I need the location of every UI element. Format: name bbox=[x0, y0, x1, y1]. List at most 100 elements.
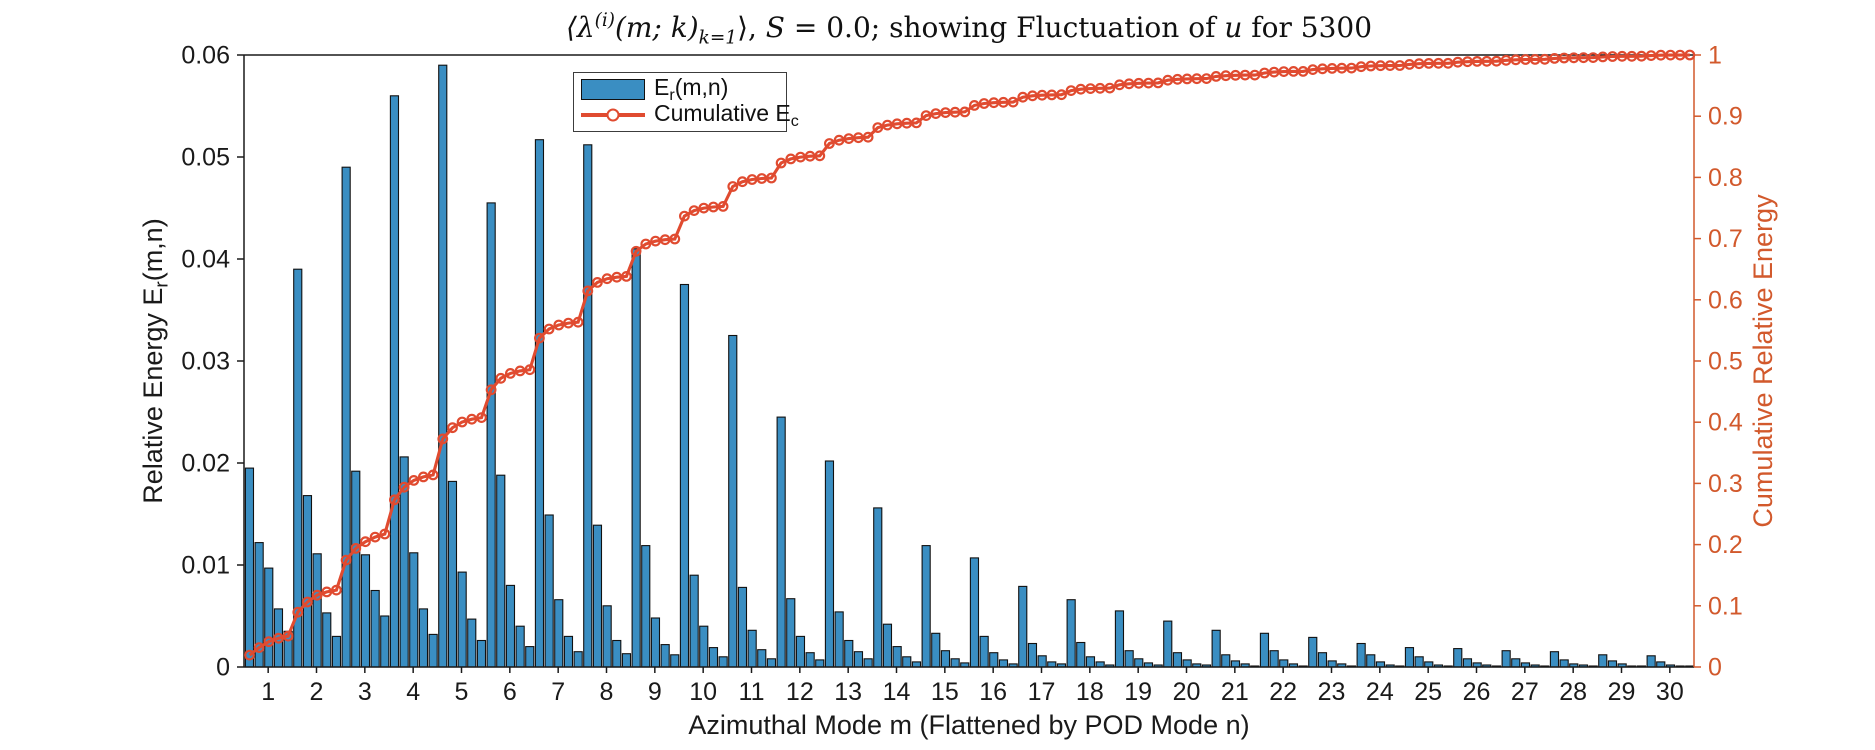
cumulative-marker bbox=[1036, 89, 1048, 101]
bar-swatch-icon bbox=[581, 78, 645, 100]
x-tick-label: 12 bbox=[786, 678, 814, 706]
cumulative-marker bbox=[853, 132, 864, 144]
bar bbox=[853, 651, 864, 668]
bar bbox=[554, 599, 564, 668]
cumulative-marker bbox=[804, 150, 816, 162]
bar bbox=[902, 656, 912, 668]
cumulative-marker bbox=[1539, 53, 1551, 65]
bar bbox=[795, 635, 806, 668]
bar bbox=[747, 629, 757, 668]
bar bbox=[544, 514, 554, 668]
cumulative-marker bbox=[833, 134, 845, 146]
circle-marker-icon bbox=[606, 108, 620, 122]
cumulative-marker bbox=[727, 181, 739, 192]
x-axis-label: Azimuthal Mode m (Flattened by POD Mode … bbox=[688, 710, 1250, 740]
bar bbox=[815, 659, 825, 668]
y-right-tick-label: 0.7 bbox=[1708, 225, 1743, 253]
bar bbox=[641, 545, 651, 668]
bar bbox=[418, 608, 429, 668]
bar bbox=[1172, 652, 1183, 668]
bar bbox=[486, 202, 496, 668]
bar bbox=[776, 416, 786, 668]
cumulative-marker bbox=[505, 368, 516, 379]
y-axis-label-left: Relative Energy Er(m,n) bbox=[136, 11, 173, 711]
cumulative-line bbox=[248, 53, 1690, 657]
cumulative-marker bbox=[1152, 77, 1164, 89]
cumulative-marker bbox=[592, 277, 603, 288]
x-tick-label: 5 bbox=[455, 678, 469, 706]
cumulative-marker bbox=[708, 201, 719, 213]
y-right-tick-label: 0.2 bbox=[1708, 531, 1743, 559]
bar bbox=[312, 553, 322, 668]
cumulative-marker bbox=[882, 119, 893, 131]
bar bbox=[244, 467, 255, 668]
bar bbox=[467, 618, 477, 668]
cumulative-marker bbox=[978, 98, 990, 109]
x-tick-label: 7 bbox=[551, 678, 565, 706]
bar bbox=[834, 611, 844, 668]
bar bbox=[979, 635, 989, 668]
cumulative-marker bbox=[398, 481, 410, 493]
cumulative-marker bbox=[1655, 49, 1667, 61]
bar bbox=[409, 552, 419, 668]
y-right-tick-label: 0.1 bbox=[1708, 592, 1743, 620]
cumulative-marker bbox=[244, 649, 255, 661]
cumulative-marker bbox=[766, 172, 777, 184]
bar bbox=[631, 248, 641, 668]
cumulative-marker bbox=[418, 471, 429, 483]
cumulative-marker bbox=[1297, 65, 1309, 77]
bar bbox=[457, 571, 467, 668]
bar bbox=[1047, 661, 1057, 668]
legend-bars-post: (m,n) bbox=[674, 73, 729, 100]
bar bbox=[708, 647, 719, 668]
x-tick-label: 14 bbox=[883, 678, 911, 706]
bar bbox=[1308, 636, 1318, 668]
cumulative-marker bbox=[331, 584, 342, 596]
bar bbox=[1549, 651, 1560, 668]
cumulative-marker bbox=[379, 528, 391, 540]
cumulative-marker bbox=[688, 205, 700, 217]
legend-cum-pre: Cumulative E bbox=[654, 99, 791, 126]
cumulative-marker bbox=[1413, 58, 1425, 70]
x-tick-label: 4 bbox=[406, 678, 420, 706]
bar bbox=[447, 480, 458, 668]
bar bbox=[786, 598, 796, 668]
bar bbox=[1027, 642, 1038, 668]
x-tick-label: 26 bbox=[1463, 678, 1491, 706]
bar bbox=[1559, 659, 1569, 668]
bar bbox=[476, 639, 487, 668]
bar bbox=[1453, 648, 1463, 668]
x-tick-label: 25 bbox=[1414, 678, 1442, 706]
bar bbox=[534, 139, 545, 668]
cumulative-marker bbox=[1384, 60, 1396, 71]
y-axis-label-right: Cumulative Relative Energy bbox=[1748, 194, 1778, 528]
bar bbox=[1404, 647, 1415, 668]
cumulative-marker bbox=[775, 157, 787, 169]
cumulative-marker bbox=[621, 271, 632, 282]
cumulative-marker bbox=[1394, 60, 1406, 71]
cumulative-marker bbox=[437, 433, 449, 445]
legend-item-bars: Er(m,n) bbox=[574, 73, 786, 103]
cumulative-marker bbox=[1181, 73, 1193, 85]
cumulative-marker bbox=[1133, 77, 1145, 89]
cumulative-marker bbox=[282, 630, 294, 642]
bar bbox=[950, 658, 960, 668]
cumulative-marker bbox=[1626, 50, 1638, 62]
cumulative-marker bbox=[679, 210, 690, 222]
cumulative-marker bbox=[1268, 66, 1280, 78]
bar bbox=[1066, 599, 1076, 668]
x-tick-label: 22 bbox=[1269, 678, 1297, 706]
legend-line-swatch-wrap bbox=[581, 103, 645, 127]
bar bbox=[1134, 658, 1144, 668]
cumulative-marker bbox=[1191, 73, 1203, 85]
bar bbox=[911, 661, 922, 668]
cumulative-marker bbox=[408, 475, 420, 486]
x-tick-label: 21 bbox=[1221, 678, 1249, 706]
bar bbox=[1095, 661, 1105, 668]
y-left-tick-label: 0.05 bbox=[181, 144, 230, 172]
cumulative-marker bbox=[485, 384, 497, 396]
y-left-tick-label: 0 bbox=[216, 654, 230, 682]
cumulative-marker bbox=[949, 106, 961, 118]
x-tick-label: 19 bbox=[1124, 678, 1152, 706]
